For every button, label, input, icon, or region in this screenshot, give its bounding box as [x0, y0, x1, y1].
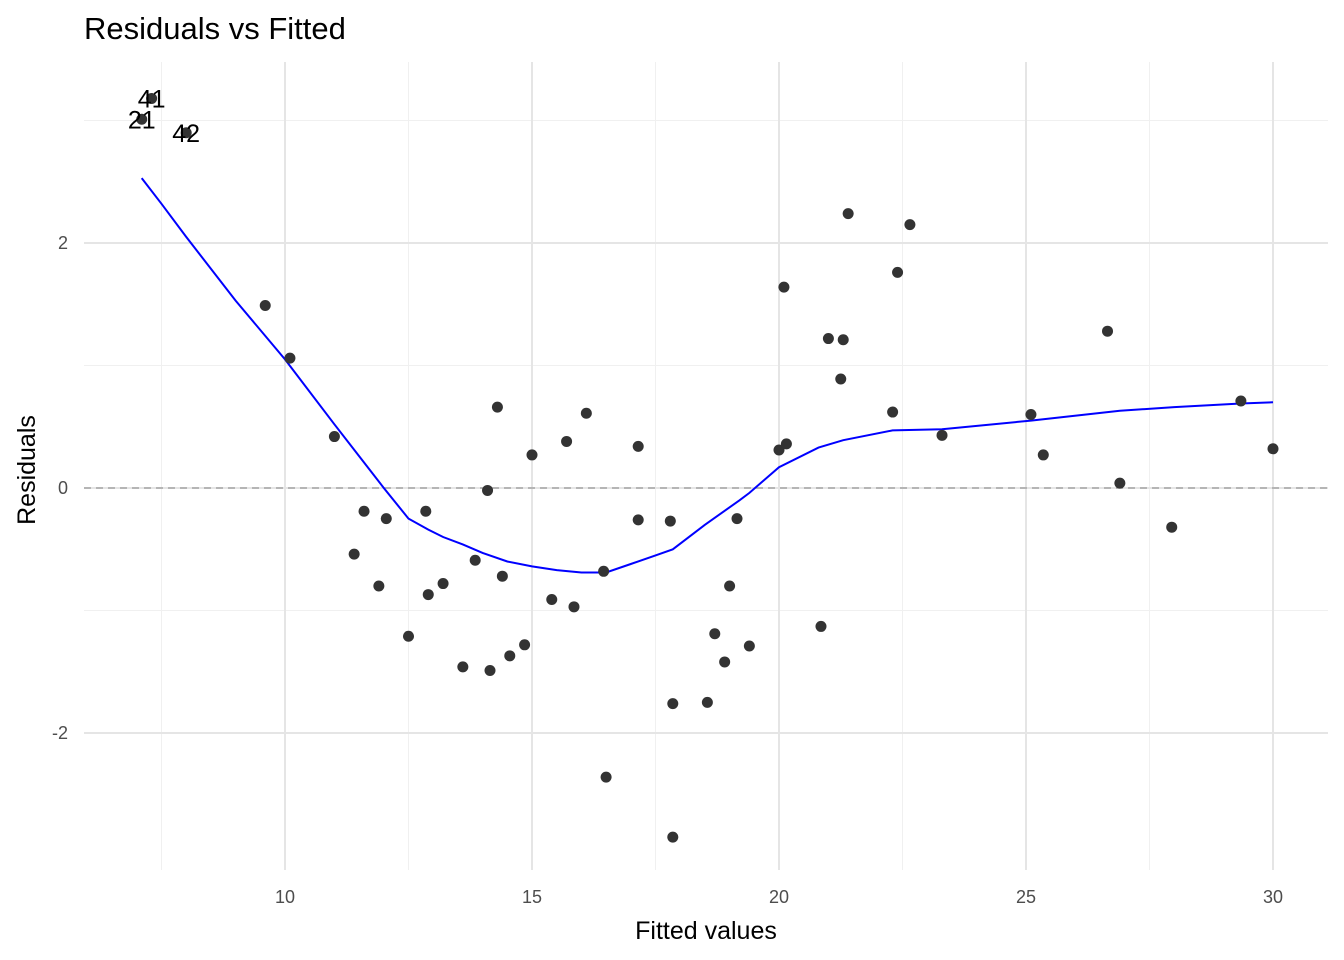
data-point [1114, 477, 1126, 489]
data-point [484, 665, 496, 677]
data-point [815, 620, 827, 632]
data-point [403, 630, 414, 642]
data-point [842, 208, 854, 220]
data-point [632, 440, 644, 452]
minor-gridlines [84, 62, 1328, 870]
data-point [373, 580, 385, 592]
data-points [136, 92, 1279, 843]
data-point [892, 266, 904, 278]
data-point [422, 589, 434, 601]
data-point [491, 401, 503, 413]
data-point [719, 656, 731, 668]
x-tick-label: 20 [769, 887, 789, 907]
data-point [664, 515, 676, 527]
data-point [1235, 395, 1247, 407]
data-point [778, 281, 790, 293]
data-point [701, 696, 713, 708]
data-point [136, 113, 148, 125]
data-point [780, 438, 792, 450]
y-tick-label: -2 [52, 723, 68, 743]
smooth-line-group [140, 177, 1274, 574]
x-axis-title: Fitted values [635, 917, 777, 945]
data-point [469, 554, 481, 566]
data-point [822, 333, 834, 345]
data-point [835, 373, 847, 385]
data-point [743, 640, 755, 652]
data-point [1166, 521, 1178, 533]
data-point [328, 431, 340, 443]
data-point [600, 771, 612, 783]
data-point [936, 429, 948, 441]
point-label: 41 [138, 85, 166, 113]
x-tick-label: 10 [275, 887, 295, 907]
y-axis-title: Residuals [13, 415, 41, 525]
data-point [1102, 325, 1114, 337]
data-point [519, 639, 531, 651]
point-label: 42 [172, 120, 200, 148]
data-point [837, 334, 849, 346]
data-point [667, 698, 679, 710]
y-tick-labels: -2 0 2 [52, 233, 68, 743]
data-point [580, 407, 592, 419]
major-gridlines [84, 62, 1328, 870]
data-point [887, 406, 899, 418]
data-point [904, 219, 916, 231]
x-tick-label: 25 [1016, 887, 1036, 907]
data-point [146, 92, 158, 104]
smooth-line [140, 177, 1274, 574]
data-point [546, 593, 558, 605]
y-tick-label: 2 [58, 233, 68, 253]
data-point [284, 352, 296, 364]
data-point [568, 601, 580, 613]
data-point [1037, 449, 1049, 461]
data-point [259, 299, 271, 311]
data-point [180, 127, 192, 139]
data-point [348, 548, 360, 560]
data-point [380, 513, 392, 525]
data-point [1025, 409, 1037, 420]
data-point [598, 565, 610, 577]
data-point [773, 444, 785, 456]
x-tick-label: 15 [522, 887, 542, 907]
data-point [526, 449, 538, 461]
data-point [437, 578, 449, 590]
y-tick-label: 0 [58, 478, 68, 498]
chart-title: Residuals vs Fitted [84, 11, 346, 46]
data-point [632, 514, 644, 526]
data-point [504, 650, 516, 662]
data-point [482, 484, 494, 496]
data-point [731, 513, 743, 525]
data-point [709, 628, 721, 640]
data-point [457, 661, 469, 673]
point-label: 21 [128, 106, 156, 134]
x-tick-labels: 10 15 20 25 30 [275, 887, 1283, 907]
data-point [561, 435, 573, 447]
data-point [1267, 443, 1279, 455]
data-point [667, 831, 679, 843]
data-point [358, 505, 370, 517]
data-point [496, 570, 508, 582]
data-point [724, 580, 736, 592]
x-tick-label: 30 [1263, 887, 1283, 907]
data-point [420, 505, 432, 517]
